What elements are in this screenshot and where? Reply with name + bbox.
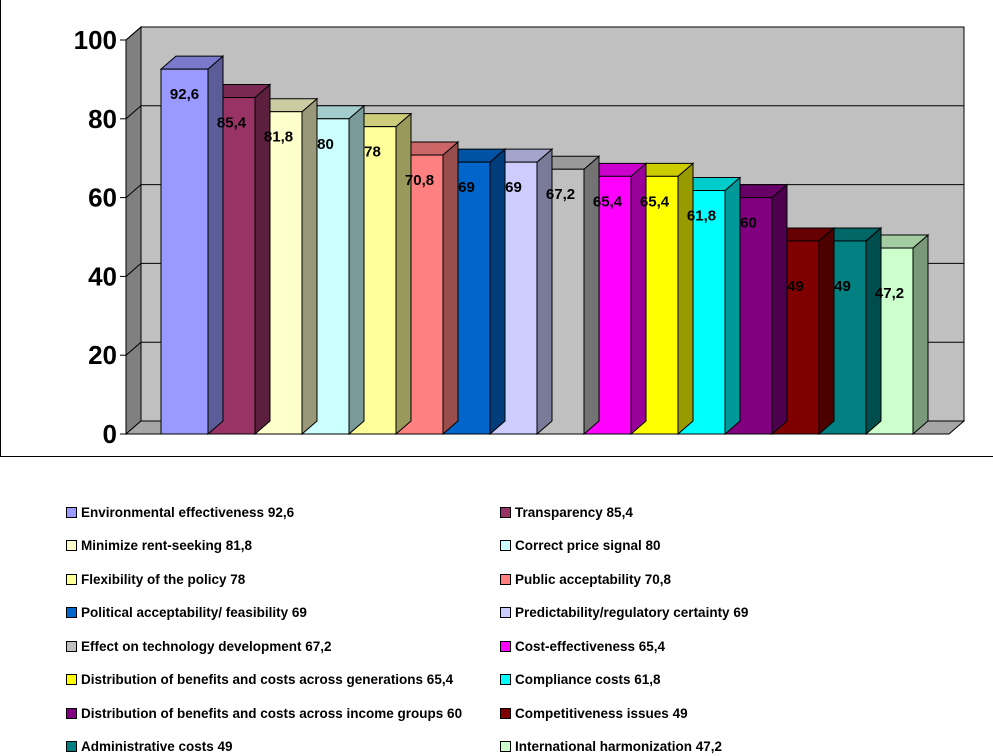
legend-label: Competitiveness issues 49	[515, 705, 688, 721]
legend-label: Correct price signal 80	[515, 538, 661, 553]
legend-swatch	[500, 707, 511, 719]
legend-item: Administrative costs 49	[66, 738, 233, 756]
bar-side	[207, 55, 224, 436]
y-tick-label: 40	[88, 261, 117, 291]
legend-swatch	[66, 506, 77, 518]
legend-item: Environmental effectiveness 92,6	[66, 503, 294, 521]
legend-label: Public acceptability 70,8	[515, 571, 672, 587]
legend-item: Public acceptability 70,8	[500, 570, 671, 588]
data-label: 49	[834, 278, 851, 295]
legend-swatch	[66, 674, 77, 685]
bar-side	[865, 226, 882, 436]
data-label: 80	[317, 136, 334, 153]
legend-label: Administrative costs 49	[81, 739, 233, 754]
legend-label: Distribution of benefits and costs acros…	[81, 672, 454, 687]
data-label: 60	[740, 215, 757, 232]
gridline	[125, 105, 964, 120]
data-label: 65,4	[640, 193, 670, 210]
legend-item: Minimize rent-seeking 81,8	[66, 537, 252, 555]
gridline	[125, 26, 964, 41]
data-label: 65,4	[593, 193, 623, 210]
plot-side-wall	[125, 25, 142, 436]
data-labels-group: 92,6 85,4 81,8 80 78 70,8 69 69 67,2 65,4 65,4 61,8…	[170, 86, 904, 302]
bar-side	[818, 226, 835, 436]
data-label: 67,2	[546, 186, 575, 203]
legend-item: Transparency 85,4	[500, 503, 633, 521]
bar-side	[677, 162, 694, 436]
bar-side	[348, 104, 365, 436]
legend-swatch	[500, 674, 511, 685]
legend-label: Minimize rent-seeking 81,8	[81, 538, 253, 553]
bar-side	[912, 233, 929, 436]
legend-item: Distribution of benefits and costs acros…	[66, 671, 453, 689]
legend-swatch	[66, 707, 77, 719]
legend-label: Distribution of benefits and costs acros…	[81, 705, 463, 721]
legend-swatch	[66, 607, 77, 618]
legend-swatch	[500, 506, 511, 518]
legend-item: Effect on technology development 67,2	[66, 637, 332, 655]
legend-item: Cost-effectiveness 65,4	[500, 637, 665, 655]
data-label: 78	[364, 144, 381, 161]
data-label: 85,4	[217, 115, 247, 132]
legend-item: Competitiveness issues 49	[500, 704, 688, 722]
legend-label: Environmental effectiveness 92,6	[81, 504, 295, 520]
y-tick-label: 60	[88, 183, 117, 213]
legend-swatch	[500, 573, 511, 585]
legend-swatch	[500, 607, 511, 618]
legend-item: Distribution of benefits and costs acros…	[66, 704, 462, 722]
y-tick-label: 80	[88, 104, 117, 134]
bar-side	[442, 140, 459, 436]
legend-item: Correct price signal 80	[500, 537, 661, 555]
y-tick-label: 100	[74, 25, 117, 55]
bars-group	[159, 55, 930, 436]
legend-swatch	[66, 573, 77, 585]
data-label: 69	[505, 179, 522, 196]
legend-label: Cost-effectiveness 65,4	[515, 638, 666, 654]
bar-side	[724, 176, 741, 436]
bar-side	[301, 97, 318, 436]
bar-side	[395, 112, 412, 436]
legend-swatch	[66, 741, 77, 752]
bar	[160, 68, 209, 435]
bar-side	[771, 183, 788, 436]
data-label: 49	[787, 278, 804, 295]
legend-label: Flexibility of the policy 78	[81, 571, 246, 587]
data-label: 92,6	[170, 86, 199, 103]
chart-frame: 0 20 40 60 80 100 92,6 85,4 81,8 80 78 70,8 69 69 67,2…	[0, 0, 993, 457]
data-label: 47,2	[875, 285, 904, 302]
legend-item: International harmonization 47,2	[500, 738, 722, 756]
chart-legend: Environmental effectiveness 92,6 Transpar…	[0, 498, 993, 754]
legend-label: Political acceptability/ feasibility 69	[81, 605, 307, 620]
legend-item: Flexibility of the policy 78	[66, 570, 245, 588]
data-label: 69	[458, 179, 475, 196]
y-tick-label: 0	[103, 419, 117, 449]
legend-swatch	[66, 540, 77, 551]
bar-chart: 0 20 40 60 80 100 92,6 85,4 81,8 80 78 70,8 69 69 67,2…	[74, 25, 966, 449]
legend-label: Transparency 85,4	[515, 504, 633, 520]
bar-side	[489, 148, 506, 436]
data-label: 61,8	[687, 208, 716, 225]
legend-label: Compliance costs 61,8	[515, 672, 661, 687]
legend-swatch	[500, 640, 511, 652]
legend-label: Predictability/regulatory certainty 69	[515, 605, 749, 620]
legend-swatch	[66, 640, 77, 652]
data-label: 70,8	[405, 172, 434, 189]
data-label: 81,8	[264, 129, 293, 146]
legend-swatch	[500, 741, 511, 752]
legend-label: Effect on technology development 67,2	[81, 638, 332, 654]
legend-item: Predictability/regulatory certainty 69	[500, 604, 748, 622]
y-tick-label: 20	[88, 340, 117, 370]
legend-label: International harmonization 47,2	[515, 739, 723, 754]
legend-item: Compliance costs 61,8	[500, 671, 661, 689]
legend-swatch	[500, 540, 511, 551]
legend-item: Political acceptability/ feasibility 69	[66, 604, 307, 622]
